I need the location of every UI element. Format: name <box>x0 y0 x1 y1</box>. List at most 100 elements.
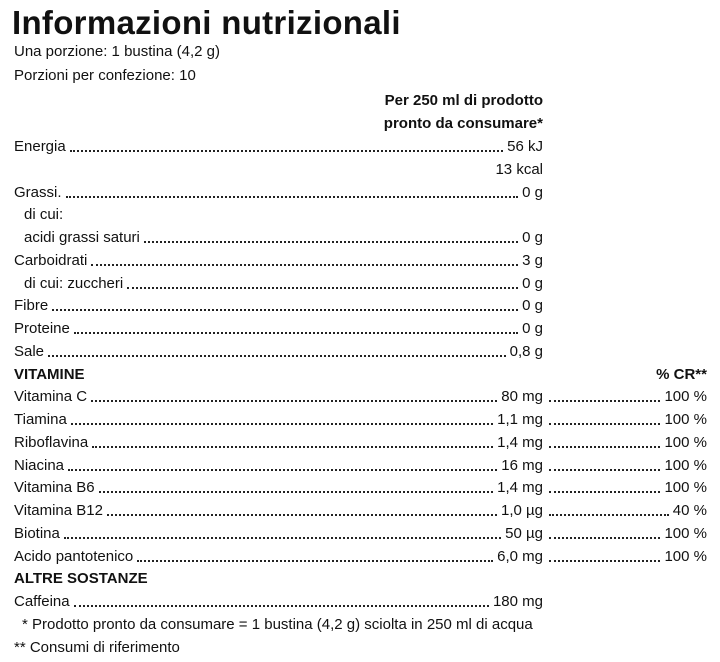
label: Riboflavina <box>14 433 89 451</box>
amount: 80 mg <box>501 388 543 406</box>
amount: 1,1 mg <box>497 411 543 428</box>
amount: 16 mg <box>501 456 543 474</box>
dot-leader <box>63 536 502 539</box>
dot-leader <box>98 491 494 494</box>
cr-cell: 100 % <box>545 410 707 430</box>
amount: 1,4 mg <box>497 433 543 451</box>
dot-leader <box>92 445 494 448</box>
cr-cell: 40 % <box>545 501 707 521</box>
nutrient-row: Energia 56 kJ <box>14 137 543 157</box>
dot-leader <box>73 605 489 607</box>
dot-leader <box>549 468 661 471</box>
label: acidi grassi saturi <box>24 229 140 246</box>
amount: 13 kcal <box>495 160 543 178</box>
dot-leader <box>73 332 519 334</box>
dot-leader <box>69 150 504 152</box>
cr-cell: 100 % <box>545 456 707 476</box>
nutrient-row: Riboflavina 1,4 mg <box>14 433 543 453</box>
footnote: ** Consumi di riferimento <box>14 638 180 656</box>
footnote: * Prodotto pronto da consumare = 1 busti… <box>22 615 533 633</box>
label: Carboidrati <box>14 251 88 269</box>
label: Proteine <box>14 320 70 337</box>
label: di cui: zuccheri <box>24 274 124 292</box>
amount: 0 g <box>522 274 543 292</box>
dot-leader <box>127 286 519 289</box>
dot-leader <box>65 195 519 198</box>
label: Vitamina C <box>14 388 88 406</box>
dot-leader <box>549 491 661 494</box>
dot-leader <box>48 354 506 357</box>
dot-leader <box>549 423 661 425</box>
dot-leader <box>549 514 669 516</box>
nutrient-row: Carboidrati 3 g <box>14 251 543 271</box>
section-heading: VITAMINE <box>14 365 85 383</box>
section-heading: ALTRE SOSTANZE <box>14 570 148 588</box>
dot-leader <box>70 423 494 425</box>
nutrient-row: Fibre 0 g <box>14 296 543 316</box>
serving-line: Porzioni per confezione: 10 <box>14 67 196 84</box>
dot-leader <box>549 559 661 562</box>
nutrient-row: Vitamina C 80 mg <box>14 387 543 407</box>
label: Sale <box>14 342 45 360</box>
label: Grassi. <box>14 183 62 201</box>
dot-leader <box>549 536 661 539</box>
label: Biotina <box>14 524 60 542</box>
amount: 180 mg <box>492 593 543 610</box>
cr-value: 40 % <box>672 502 707 519</box>
amount: 1,4 mg <box>497 479 543 497</box>
nutrient-row: acidi grassi saturi 0 g <box>24 228 543 248</box>
dot-leader <box>52 309 519 312</box>
amount: 0,8 g <box>509 342 543 360</box>
dot-leader <box>549 400 661 403</box>
label: Caffeina <box>14 593 70 610</box>
cr-value: 100 % <box>664 388 707 406</box>
column-header: pronto da consumare* <box>383 115 543 132</box>
amount: 0 g <box>522 297 543 315</box>
cr-value: 100 % <box>664 524 707 542</box>
cr-value: 100 % <box>664 456 707 474</box>
amount: 0 g <box>522 183 543 201</box>
serving-line: Una porzione: 1 bustina (4,2 g) <box>14 43 220 60</box>
cr-cell: 100 % <box>545 547 707 567</box>
label: di cui: <box>24 206 64 224</box>
cr-cell: 100 % <box>545 387 707 407</box>
dot-leader <box>91 263 519 266</box>
label: Tiamina <box>14 411 67 428</box>
nutrient-row: Tiamina 1,1 mg <box>14 410 543 430</box>
amount: 56 kJ <box>507 138 543 155</box>
dot-leader <box>137 559 494 562</box>
label: Niacina <box>14 456 65 474</box>
nutrient-row: Caffeina 180 mg <box>14 592 543 612</box>
nutrient-row: Vitamina B12 1,0 µg <box>14 501 543 521</box>
nutrient-row: Acido pantotenico 6,0 mg <box>14 547 543 567</box>
nutrient-row: di cui: zuccheri 0 g <box>24 274 543 294</box>
dot-leader <box>91 400 498 403</box>
label: Fibre <box>14 297 49 315</box>
amount: 3 g <box>522 251 543 269</box>
nutrient-row: Proteine 0 g <box>14 319 543 339</box>
column-header: Per 250 ml di prodotto <box>384 92 543 109</box>
amount: 50 µg <box>505 524 543 542</box>
nutrient-row: Biotina 50 µg <box>14 524 543 544</box>
dot-leader <box>143 241 519 243</box>
nutrient-row: Niacina 16 mg <box>14 456 543 476</box>
title: Informazioni nutrizionali <box>12 4 401 41</box>
cr-cell: 100 % <box>545 524 707 544</box>
cr-cell: 100 % <box>545 478 707 498</box>
cr-value: 100 % <box>664 547 707 565</box>
nutrient-row: Grassi. 0 g <box>14 183 543 203</box>
label: Energia <box>14 138 66 155</box>
cr-value: 100 % <box>664 411 707 428</box>
cr-value: 100 % <box>664 433 707 451</box>
dot-leader <box>106 514 497 516</box>
dot-leader <box>68 468 498 471</box>
cr-cell: 100 % <box>545 433 707 453</box>
amount: 0 g <box>522 320 543 337</box>
amount: 0 g <box>522 229 543 246</box>
amount: 1,0 µg <box>500 502 543 519</box>
label: Acido pantotenico <box>14 547 134 565</box>
column-header: % CR** <box>656 365 707 383</box>
cr-value: 100 % <box>664 479 707 497</box>
nutrient-row: Vitamina B6 1,4 mg <box>14 478 543 498</box>
